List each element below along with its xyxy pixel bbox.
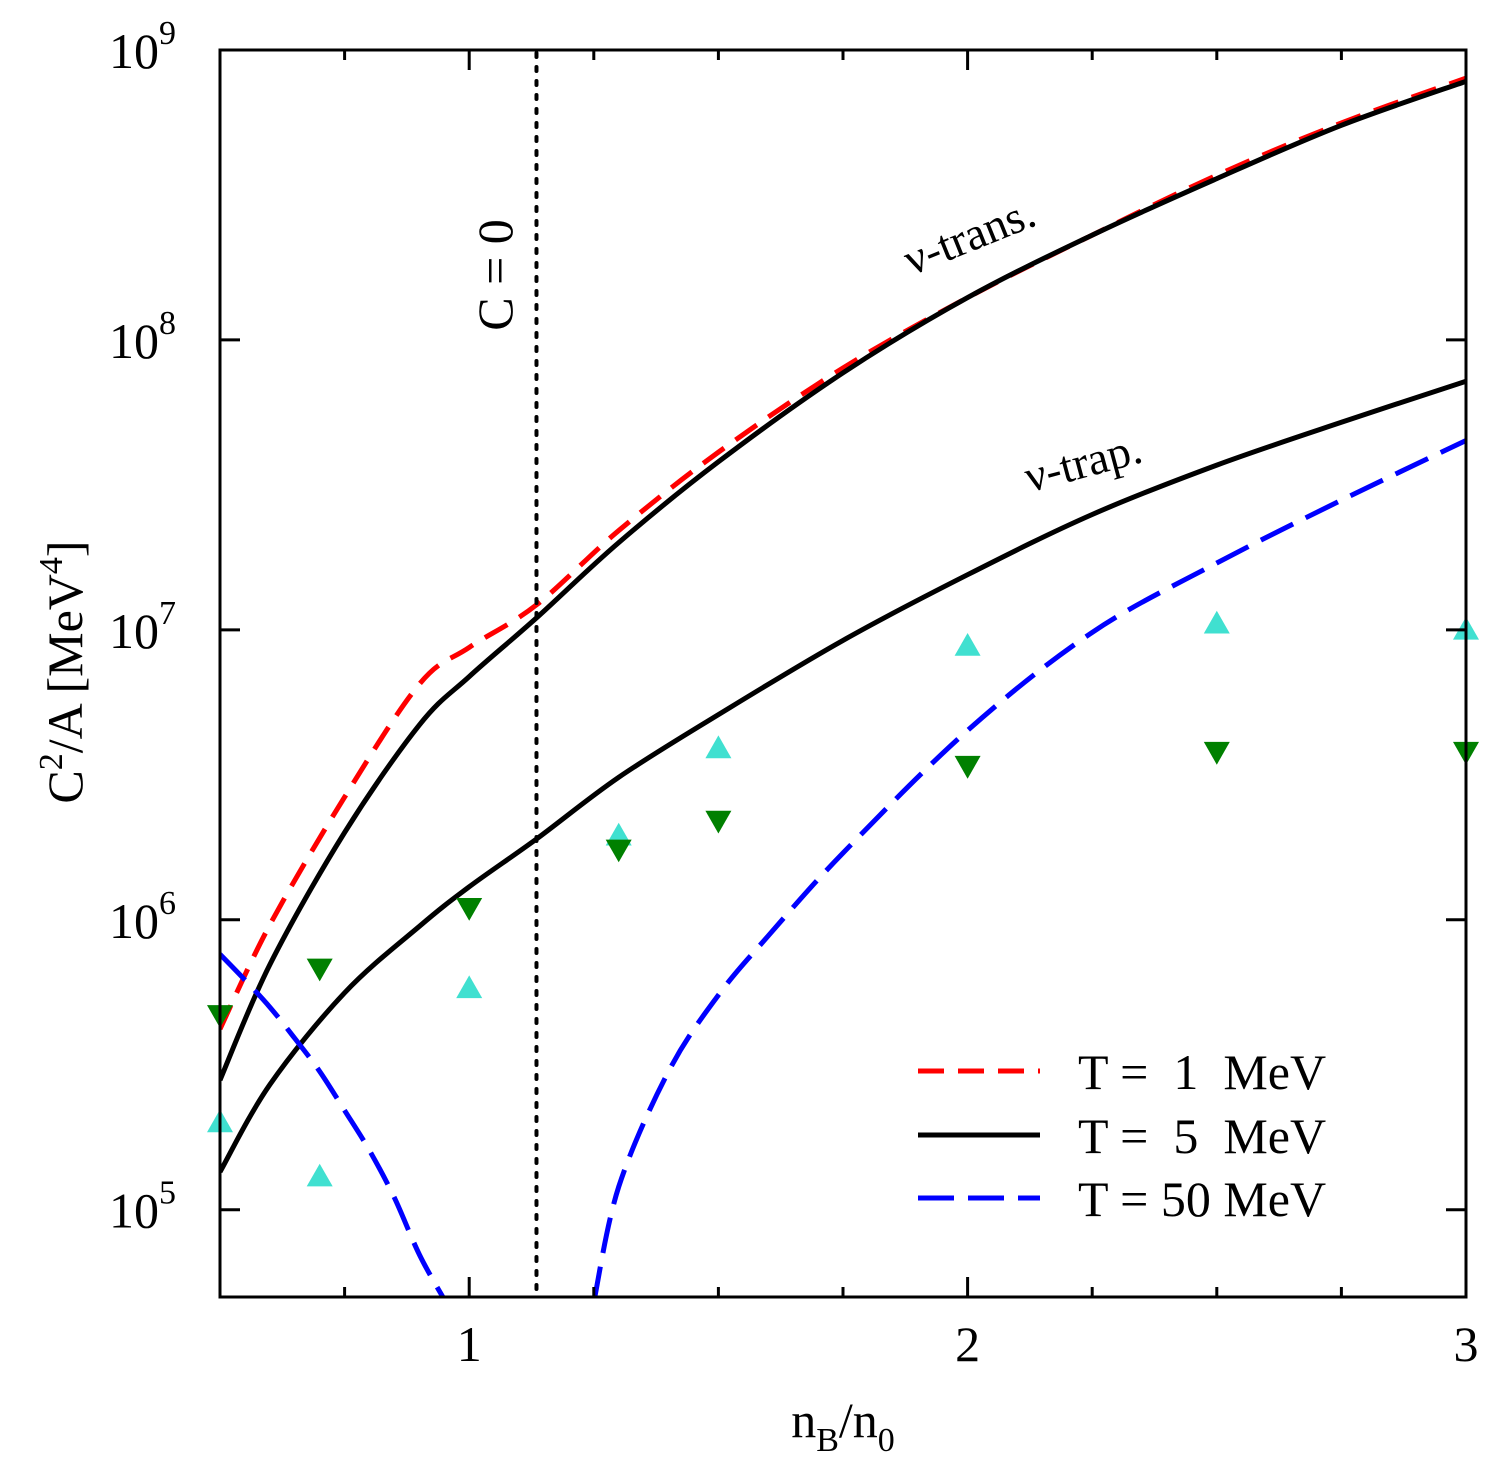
x-axis-label: nB/n0 [791, 1392, 895, 1459]
x-tick-label-3: 3 [1454, 1316, 1479, 1372]
y-tick-label-1e6: 106 [109, 885, 176, 949]
y-tick-exponent: 6 [159, 885, 176, 922]
x-label-n: n [791, 1392, 816, 1448]
x-label-sub-b: B [816, 1422, 839, 1459]
y-tick-base: 10 [109, 23, 159, 79]
legend-label-t50: T = 50 MeV [1078, 1171, 1326, 1227]
green-marker-4 [705, 810, 732, 834]
y-label-c: C [37, 770, 93, 803]
c-zero-label: C = 0 [467, 219, 523, 331]
series-line-t-50-mev-seg1 [220, 952, 446, 1297]
series-line-t-50-mev-seg2 [592, 438, 1466, 1297]
series-layer [220, 75, 1466, 1297]
y-tick-exponent: 8 [159, 305, 176, 342]
y-tick-base: 10 [109, 893, 159, 949]
x-tick-label-1: 1 [457, 1316, 482, 1372]
legend-label-t5: T = 5 MeV [1078, 1108, 1326, 1164]
series-line-t-5-mev-trap [220, 378, 1466, 1174]
x-tick-label-2: 2 [955, 1316, 980, 1372]
y-tick-exponent: 7 [159, 595, 176, 632]
y-label-sup-2: 2 [33, 753, 70, 770]
y-label-unit: /A [MeV [37, 574, 93, 753]
green-marker-6 [1203, 741, 1230, 765]
y-label-sup-4: 4 [33, 557, 70, 574]
y-axis-label: C2/A [MeV4] [33, 540, 93, 803]
y-tick-label-1e8: 108 [109, 305, 176, 369]
turquoise-marker-6 [1203, 610, 1230, 634]
legend-label-t1: T = 1 MeV [1078, 1044, 1326, 1100]
y-tick-exponent: 9 [159, 15, 176, 52]
y-tick-base: 10 [109, 603, 159, 659]
y-tick-label-1e5: 105 [109, 1175, 176, 1239]
turquoise-marker-5 [954, 633, 981, 656]
x-label-sub-0: 0 [878, 1422, 895, 1459]
y-tick-exponent: 5 [159, 1175, 176, 1212]
y-tick-label-1e7: 107 [109, 595, 176, 659]
turquoise-marker-1 [306, 1163, 333, 1187]
y-tick-base: 10 [109, 313, 159, 369]
legend: T = 1 MeV T = 5 MeV T = 50 MeV [918, 1044, 1326, 1227]
y-tick-base: 10 [109, 1183, 159, 1239]
series-line-t-5-mev [220, 78, 1466, 1082]
turquoise-marker-2 [456, 975, 483, 999]
y-label-bracket: ] [37, 540, 93, 557]
y-tick-label-1e9: 109 [109, 15, 176, 79]
green-marker-5 [954, 755, 981, 779]
green-marker-2 [456, 898, 483, 921]
green-marker-3 [605, 839, 632, 863]
x-label-slash: /n [839, 1392, 878, 1448]
turquoise-marker-4 [705, 735, 732, 759]
green-marker-1 [306, 958, 333, 982]
